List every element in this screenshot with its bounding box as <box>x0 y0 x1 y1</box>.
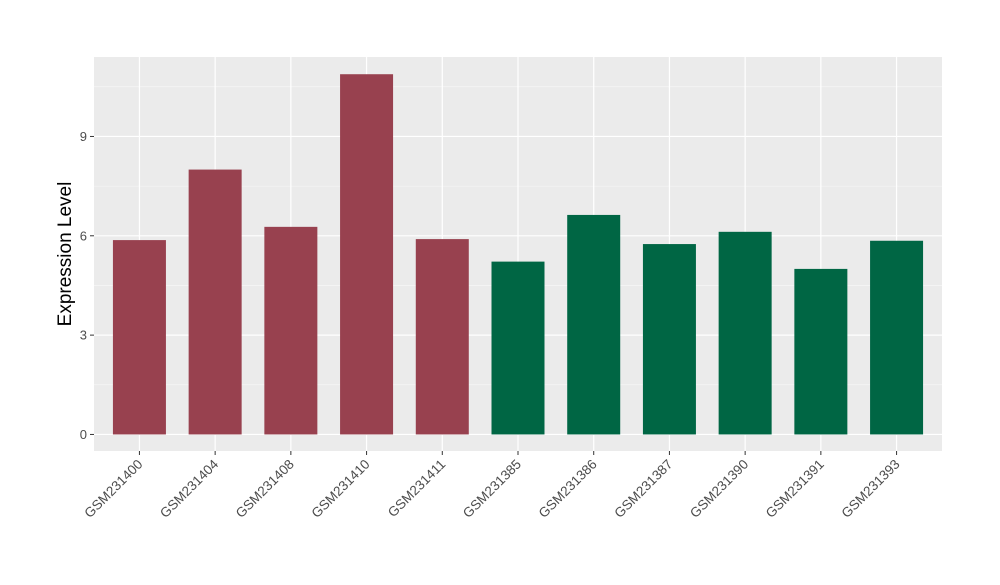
y-axis-title: Expression Level <box>55 182 76 327</box>
bar <box>340 74 394 435</box>
bar <box>718 231 772 435</box>
bar <box>870 240 924 435</box>
x-tick-label: GSM231400 <box>81 457 145 521</box>
y-tick-label: 6 <box>80 228 87 243</box>
bar <box>415 239 469 435</box>
x-tick-label: GSM231404 <box>157 456 222 521</box>
y-tick-label: 3 <box>80 328 87 343</box>
x-tick-label: GSM231390 <box>687 457 751 521</box>
x-tick-label: GSM231408 <box>233 457 297 521</box>
x-tick-label: GSM231410 <box>308 457 372 521</box>
bar <box>264 226 318 435</box>
bar <box>567 214 621 435</box>
x-tick-label: GSM231386 <box>536 457 600 521</box>
y-tick-label: 9 <box>80 129 87 144</box>
x-tick-label: GSM231385 <box>460 457 524 521</box>
x-tick-label: GSM231411 <box>385 457 449 521</box>
bar <box>642 244 696 435</box>
bars-group <box>112 74 924 435</box>
x-tick-label: GSM231391 <box>763 457 827 521</box>
x-tick-label: GSM231387 <box>611 457 675 521</box>
bar <box>491 261 545 435</box>
x-tick-label: GSM231393 <box>838 457 902 521</box>
y-axis: 0 3 6 9 <box>80 129 94 442</box>
bar <box>188 169 242 435</box>
x-axis: GSM231400 GSM231404 GSM231408 GSM231410 GSM2… <box>81 451 903 521</box>
bar <box>112 240 166 435</box>
bar <box>794 268 848 435</box>
y-tick-label: 0 <box>80 427 87 442</box>
